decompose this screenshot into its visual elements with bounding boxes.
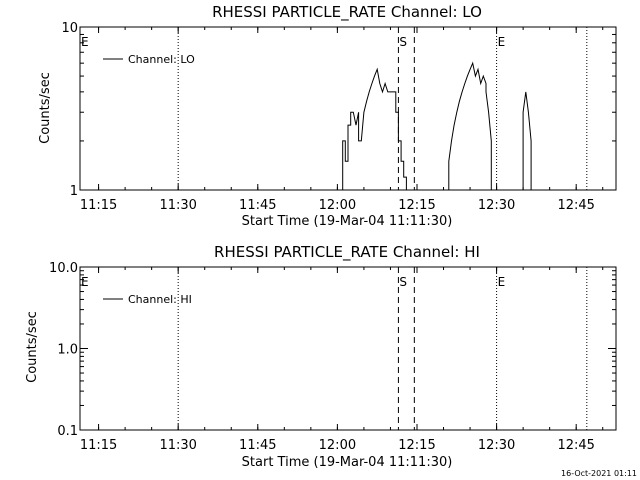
lo-series-line-segment: [342, 67, 407, 190]
lo-y-tick-label: 10: [61, 21, 78, 36]
hi-event-marker-e: E: [81, 275, 89, 289]
lo-x-tick-label: 11:30: [159, 198, 196, 213]
hi-event-marker-e: E: [498, 275, 506, 289]
hi-x-tick-label: 12:00: [319, 438, 356, 453]
lo-x-tick-label: 11:15: [80, 198, 117, 213]
lo-x-tick-label: 12:15: [398, 198, 435, 213]
hi-y-tick-label: 10.0: [49, 261, 78, 276]
lo-legend: Channel: LO: [103, 53, 195, 66]
lo-series-line-segment: [448, 61, 492, 190]
hi-x-tick-label: 11:45: [239, 438, 276, 453]
hi-x-tick-label: 11:30: [159, 438, 196, 453]
hi-x-tick-label: 11:15: [80, 438, 117, 453]
lo-series-line-segment: [522, 91, 532, 190]
hi-channel-panel: RHESSI PARTICLE_RATE Channel: HI Start T…: [25, 243, 617, 470]
lo-y-tick-label: 1: [70, 184, 78, 199]
lo-x-tick-label: 11:45: [239, 198, 276, 213]
lo-y-axis-label: Counts/sec: [38, 72, 53, 144]
hi-y-axis-label: Counts/sec: [25, 311, 40, 383]
hi-chart-title: RHESSI PARTICLE_RATE Channel: HI: [214, 243, 480, 262]
lo-event-marker-e: E: [498, 35, 506, 49]
lo-x-tick-label: 12:30: [478, 198, 515, 213]
hi-x-tick-label: 12:30: [478, 438, 515, 453]
hi-y-tick-label: 0.1: [57, 424, 78, 439]
lo-event-marker-s: S: [399, 35, 407, 49]
lo-x-tick-label: 12:45: [557, 198, 594, 213]
lo-chart-title: RHESSI PARTICLE_RATE Channel: LO: [212, 3, 482, 22]
lo-channel-panel: RHESSI PARTICLE_RATE Channel: LO Start T…: [38, 3, 617, 229]
hi-x-tick-label: 12:45: [557, 438, 594, 453]
hi-legend-label: Channel: HI: [128, 293, 192, 306]
lo-event-marker-e: E: [81, 35, 89, 49]
lo-x-tick-label: 12:00: [319, 198, 356, 213]
lo-legend-label: Channel: LO: [128, 53, 195, 66]
hi-y-tick-label: 1.0: [57, 343, 78, 358]
hi-x-axis-label: Start Time (19-Mar-04 11:11:30): [242, 455, 453, 470]
hi-x-tick-label: 12:15: [398, 438, 435, 453]
hi-event-marker-s: S: [399, 275, 407, 289]
lo-plot-frame: [79, 26, 617, 191]
hi-legend: Channel: HI: [103, 293, 192, 306]
generation-timestamp: 16-Oct-2021 01:11: [561, 469, 637, 478]
lo-x-axis-label: Start Time (19-Mar-04 11:11:30): [242, 214, 453, 229]
